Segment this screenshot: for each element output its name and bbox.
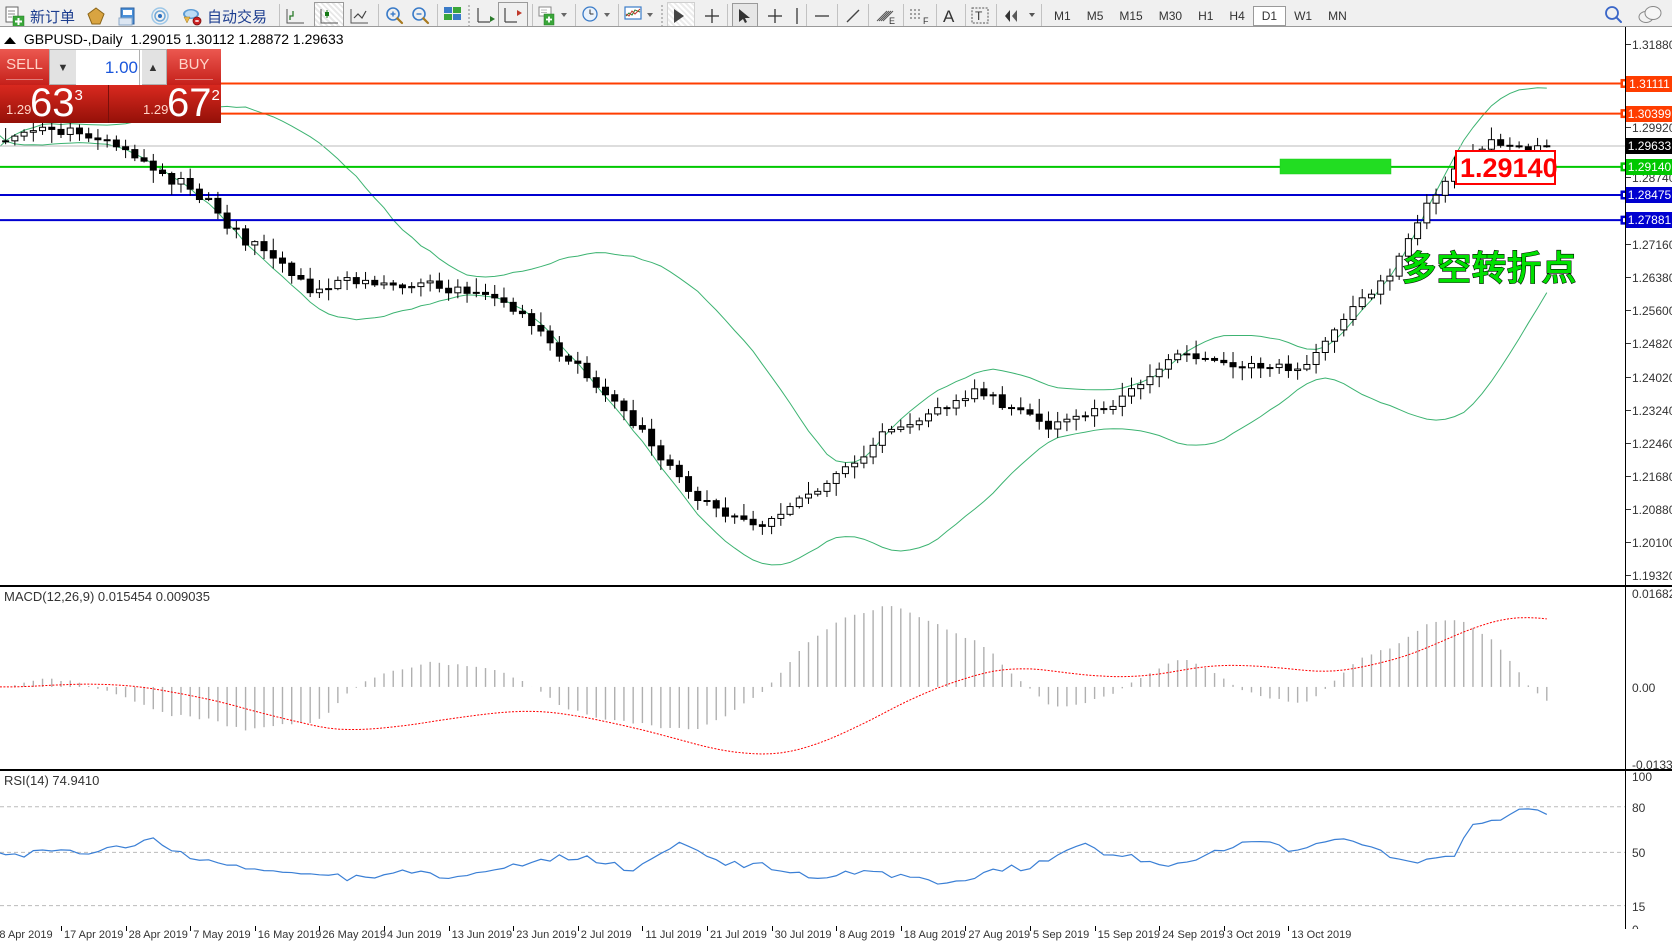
- svg-text:多空转折点: 多空转折点: [1402, 250, 1577, 288]
- svg-text:F: F: [923, 16, 929, 26]
- svg-text:1.29140: 1.29140: [1460, 153, 1558, 183]
- svg-text:E: E: [889, 16, 895, 26]
- svg-text:T: T: [975, 9, 983, 23]
- svg-text:A: A: [943, 7, 955, 26]
